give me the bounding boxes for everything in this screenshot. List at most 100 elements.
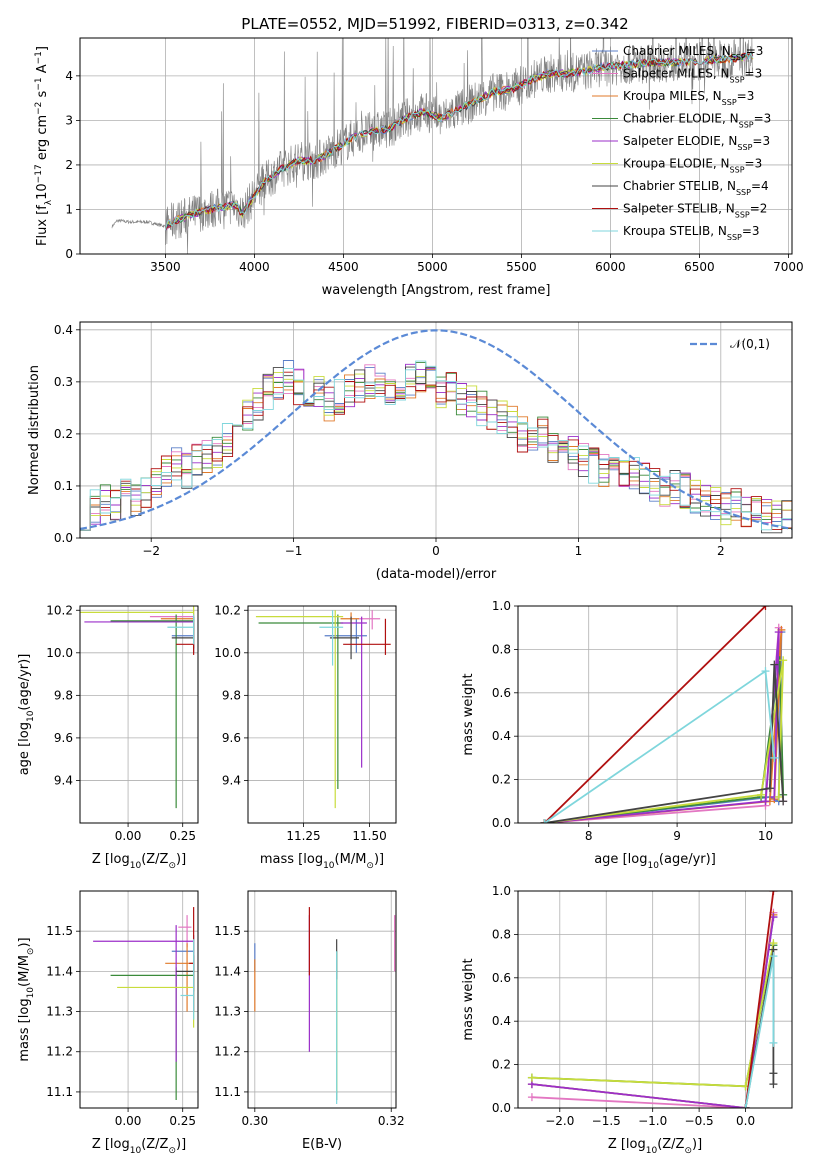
weight-marker bbox=[769, 1038, 778, 1047]
errorbar-point bbox=[178, 915, 192, 948]
y-axis-label: age [log10(age/yr)] bbox=[17, 654, 36, 776]
x-tick-label: 0.0 bbox=[736, 1114, 755, 1128]
y-tick-label: 11.2 bbox=[214, 1045, 241, 1059]
x-tick-label: 6500 bbox=[684, 260, 715, 274]
weight-marker bbox=[527, 1093, 536, 1102]
weight-marker bbox=[741, 1104, 750, 1108]
y-tick-label: 0.2 bbox=[492, 1058, 511, 1072]
y-tick-label: 10.0 bbox=[46, 646, 73, 660]
x-tick-label: 0.25 bbox=[169, 829, 196, 843]
x-axis-label: Z [log10(Z/Z⊙)] bbox=[92, 1137, 186, 1156]
y-tick-label: 0.0 bbox=[54, 531, 73, 545]
errorbar-point bbox=[255, 610, 344, 809]
x-tick-label: 11.25 bbox=[286, 829, 320, 843]
y-tick-label: 0.0 bbox=[492, 1101, 511, 1115]
plot-area bbox=[80, 606, 195, 809]
panel-mass-Z: 0.00 0.25 11.1 11.2 11.3 11.4 11.5 Z [log10(Z/Z… bbox=[17, 890, 199, 1156]
errorbar-point bbox=[359, 610, 381, 630]
x-axis-label: E(B-V) bbox=[302, 1137, 342, 1152]
y-axis-label: Flux [fλ10−17 erg cm−2 s−1 A−1] bbox=[34, 46, 54, 246]
errorbar-point bbox=[340, 616, 367, 768]
x-tick-label: 0.00 bbox=[115, 829, 142, 843]
x-axis-label: (data-model)/error bbox=[376, 567, 497, 582]
grid-lines bbox=[248, 606, 396, 823]
y-tick-label: 0.0 bbox=[492, 816, 511, 830]
legend-entry: 𝒩(0,1) bbox=[730, 337, 770, 351]
y-tick-label: 0.4 bbox=[492, 729, 511, 743]
weight-line bbox=[543, 606, 767, 823]
y-tick-label: 11.3 bbox=[46, 1005, 73, 1019]
errorbar-point bbox=[149, 610, 195, 638]
y-tick-label: 9.6 bbox=[222, 731, 241, 745]
errorbar-point bbox=[324, 618, 367, 653]
x-tick-label: 9 bbox=[673, 829, 681, 843]
x-tick-label: −1.0 bbox=[638, 1114, 667, 1128]
x-tick-label: 5000 bbox=[417, 260, 448, 274]
x-axis-label: wavelength [Angstrom, rest frame] bbox=[322, 283, 551, 298]
legend-entry: Chabrier STELIB, NSSP=4 bbox=[623, 179, 769, 197]
errorbar-point bbox=[167, 614, 195, 645]
x-tick-label: 0.00 bbox=[115, 1114, 142, 1128]
weight-line bbox=[744, 955, 775, 1108]
errorbar-point bbox=[258, 614, 344, 789]
y-tick-label: 11.5 bbox=[46, 924, 73, 938]
x-tick-label: 10 bbox=[758, 829, 773, 843]
weight-marker bbox=[769, 891, 778, 895]
y-tick-label: 1 bbox=[65, 202, 73, 216]
plot-area bbox=[540, 606, 788, 823]
panel-age-mass: 11.25 11.50 9.4 9.6 9.8 10.0 10.2 mass [log10(M… bbox=[214, 603, 397, 871]
x-tick-label: −2.0 bbox=[545, 1114, 574, 1128]
weight-marker bbox=[779, 656, 788, 665]
errorbar-point bbox=[160, 614, 195, 645]
y-tick-label: 9.4 bbox=[222, 773, 241, 787]
weight-marker bbox=[774, 628, 783, 637]
legend-entry: Salpeter MILES, NSSP=3 bbox=[623, 67, 762, 85]
legend-entry: Salpeter STELIB, NSSP=2 bbox=[623, 202, 767, 220]
y-tick-label: 0.6 bbox=[492, 686, 511, 700]
weight-marker bbox=[757, 790, 766, 799]
panel-spectrum: 3500 4000 4500 5000 5500 6000 6500 7000 0 1 2 3 4 wav… bbox=[34, 37, 804, 298]
panel-age-Z: 0.00 0.25 9.4 9.6 9.8 10.0 10.2 Z [log10(Z/Z⊙)]… bbox=[17, 603, 199, 871]
axes-frame bbox=[247, 890, 397, 1109]
axes-frame bbox=[79, 890, 199, 1109]
x-tick-label: 4000 bbox=[239, 260, 270, 274]
x-tick-label: −1 bbox=[285, 544, 303, 558]
y-tick-label: 4 bbox=[65, 69, 73, 83]
weight-line bbox=[544, 629, 783, 823]
weight-line bbox=[544, 627, 785, 823]
weight-marker bbox=[765, 784, 774, 793]
weight-marker bbox=[769, 1080, 778, 1089]
grid-lines bbox=[248, 891, 396, 1108]
x-tick-label: −2 bbox=[142, 544, 160, 558]
errorbar-point bbox=[93, 925, 194, 1062]
x-tick-label: 0.30 bbox=[241, 1114, 268, 1128]
x-tick-label: −1.5 bbox=[592, 1114, 621, 1128]
weight-marker bbox=[774, 792, 783, 801]
errorbar-point bbox=[343, 618, 391, 655]
errorbar-point bbox=[165, 943, 194, 1012]
grid-lines bbox=[80, 606, 198, 823]
y-tick-label: 11.1 bbox=[46, 1085, 73, 1099]
errorbar-point bbox=[117, 967, 195, 1028]
y-tick-label: 10.2 bbox=[46, 603, 73, 617]
y-tick-label: 11.5 bbox=[214, 924, 241, 938]
x-tick-label: 0.25 bbox=[169, 1114, 196, 1128]
axes-frame bbox=[79, 321, 793, 539]
y-tick-label: 9.6 bbox=[54, 731, 73, 745]
y-tick-label: 1.0 bbox=[492, 884, 511, 898]
legend-entry: Chabrier ELODIE, NSSP=3 bbox=[623, 112, 771, 130]
y-tick-label: 9.4 bbox=[54, 773, 73, 787]
x-axis-label: Z [log10(Z/Z⊙)] bbox=[92, 852, 186, 871]
x-tick-label: 1 bbox=[575, 544, 583, 558]
x-tick-label: 6000 bbox=[595, 260, 626, 274]
y-tick-label: 10.0 bbox=[214, 646, 241, 660]
legend-entry: Kroupa MILES, NSSP=3 bbox=[623, 89, 754, 107]
y-tick-label: 1.0 bbox=[492, 599, 511, 613]
y-axis-label: mass [log10(M/M⊙)] bbox=[17, 937, 36, 1061]
y-tick-label: 0.4 bbox=[492, 1014, 511, 1028]
axes-frame bbox=[517, 605, 793, 824]
x-tick-label: 5500 bbox=[506, 260, 537, 274]
x-axis-label: mass [log10(M/M⊙)] bbox=[260, 852, 384, 871]
errorbar-point bbox=[180, 939, 195, 1020]
